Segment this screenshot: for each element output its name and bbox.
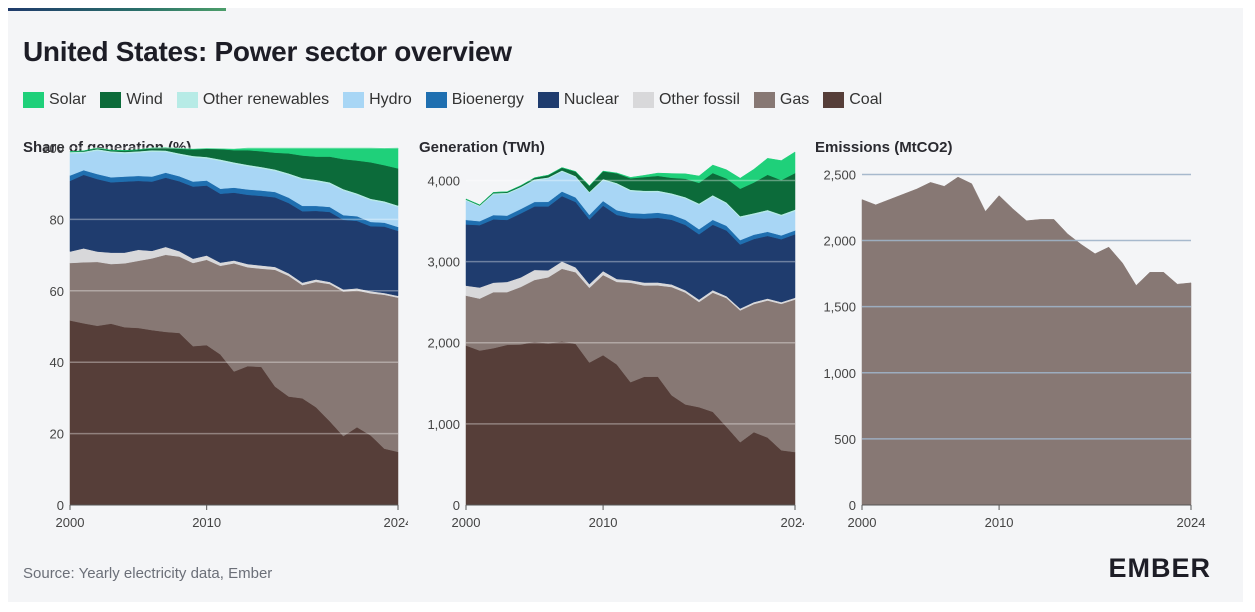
area-emissions — [861, 176, 1192, 506]
y-tick-label: 3,000 — [427, 255, 460, 270]
legend-swatch — [537, 92, 559, 108]
legend-label: Other fossil — [658, 91, 740, 108]
legend-swatch — [176, 92, 198, 108]
y-tick-label: 0 — [453, 498, 460, 513]
chart-card: United States: Power sector overview Sol… — [8, 8, 1243, 602]
x-tick-label: 2024 — [384, 515, 408, 530]
y-tick-label: 2,500 — [823, 167, 856, 182]
y-tick-label: 60 — [50, 284, 64, 299]
legend: Solar Wind Other renewables Hydro Bioenergy N… — [23, 91, 896, 109]
y-tick-label: 100 — [42, 141, 64, 156]
y-tick-label: 40 — [50, 355, 64, 370]
legend-item-nuclear: Nuclear — [537, 91, 619, 109]
legend-swatch — [753, 92, 775, 108]
share-chart: 0 20 40 60 80 100 2000 2010 2024 — [42, 141, 408, 530]
area-solar — [465, 151, 796, 206]
x-tick-label: 2010 — [589, 515, 618, 530]
x-tick-label: 2024 — [1177, 515, 1206, 530]
legend-swatch — [343, 92, 365, 108]
generation-panel-title: Generation (TWh) — [419, 139, 545, 156]
legend-label: Wind — [126, 91, 163, 108]
ember-logo: EMBER — [1108, 553, 1211, 583]
y-tick-label: 20 — [50, 427, 64, 442]
legend-item-gas: Gas — [753, 91, 810, 109]
legend-item-hydro: Hydro — [343, 91, 412, 109]
x-tick-label: 2010 — [192, 515, 221, 530]
legend-item-solar: Solar — [23, 91, 86, 109]
page-title: United States: Power sector overview — [23, 36, 512, 67]
y-tick-label: 4,000 — [427, 173, 460, 188]
legend-item-bioenergy: Bioenergy — [425, 91, 524, 109]
y-tick-label: 1,000 — [823, 366, 856, 381]
y-tick-label: 0 — [57, 498, 64, 513]
x-tick-label: 2000 — [452, 515, 481, 530]
legend-label: Solar — [49, 91, 87, 108]
y-tick-label: 80 — [50, 212, 64, 227]
legend-item-wind: Wind — [100, 91, 163, 109]
generation-chart: 0 1,000 2,000 3,000 4,000 2000 2010 2024 — [427, 151, 804, 530]
emissions-panel-title: Emissions (MtCO2) — [815, 139, 953, 156]
legend-item-coal: Coal — [823, 91, 882, 109]
legend-swatch — [100, 92, 122, 108]
legend-label: Nuclear — [563, 91, 619, 108]
legend-label: Gas — [779, 91, 810, 108]
legend-swatch — [425, 92, 447, 108]
legend-swatch — [23, 92, 44, 108]
legend-label: Hydro — [369, 91, 412, 108]
accent-bar — [8, 8, 226, 11]
x-tick-label: 2010 — [985, 515, 1014, 530]
emissions-chart: 0 500 1,000 1,500 2,000 2,500 2000 2010 2024 — [823, 167, 1206, 530]
y-tick-label: 2,000 — [427, 336, 460, 351]
y-tick-label: 500 — [834, 432, 856, 447]
legend-item-other-renewables: Other renewables — [176, 91, 330, 109]
x-tick-label: 2000 — [56, 515, 85, 530]
y-tick-label: 2,000 — [823, 234, 856, 249]
legend-swatch — [632, 92, 654, 108]
legend-label: Coal — [849, 91, 883, 108]
legend-item-other-fossil: Other fossil — [632, 91, 740, 109]
legend-label: Bioenergy — [451, 91, 524, 108]
y-tick-label: 1,500 — [823, 300, 856, 315]
legend-label: Other renewables — [202, 91, 330, 108]
source-note: Source: Yearly electricity data, Ember — [23, 565, 273, 582]
y-tick-label: 1,000 — [427, 417, 460, 432]
y-tick-label: 0 — [849, 498, 856, 513]
legend-swatch — [823, 92, 845, 108]
area-solar — [69, 147, 399, 169]
x-tick-label: 2000 — [848, 515, 877, 530]
x-tick-label: 2024 — [781, 515, 804, 530]
